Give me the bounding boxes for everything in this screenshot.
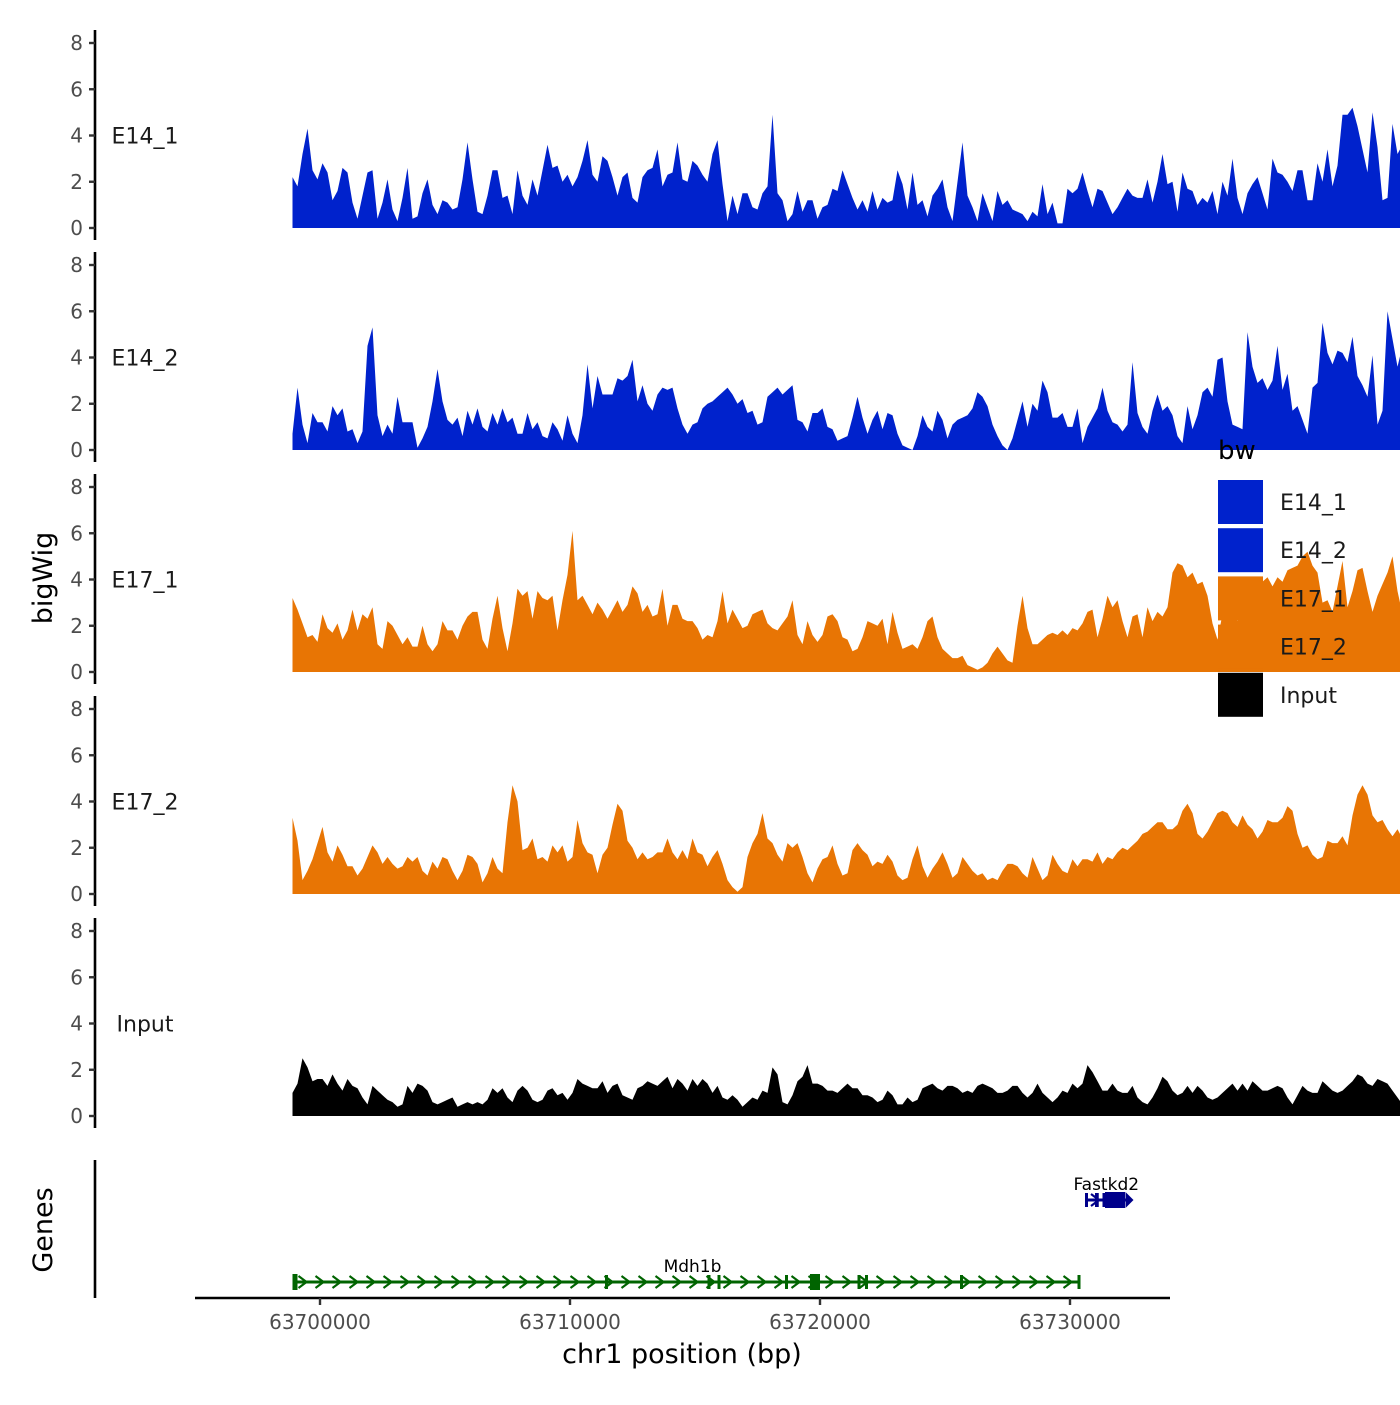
gene-exon bbox=[858, 1275, 861, 1289]
y-tick-label: 6 bbox=[70, 965, 83, 989]
y-tick-label: 6 bbox=[70, 299, 83, 323]
track-label-Input: Input bbox=[117, 1013, 174, 1038]
y-tick-label: 2 bbox=[70, 836, 83, 860]
gene-exon bbox=[718, 1275, 721, 1289]
track-E14_1: 0 2 4 6 8 E14_1 bbox=[70, 30, 1400, 240]
gene-exon bbox=[293, 1274, 298, 1290]
track-E17_1: 0 2 4 6 8 E17_1 bbox=[70, 474, 1400, 684]
gene-exon bbox=[708, 1275, 711, 1289]
gene-exon bbox=[1078, 1275, 1081, 1289]
y-tick-label: 4 bbox=[70, 124, 83, 148]
y-tick-label: 4 bbox=[70, 1012, 83, 1036]
genes-panel-title: Genes bbox=[28, 1187, 59, 1272]
track-label-E14_1: E14_1 bbox=[112, 125, 179, 150]
track-E14_2: 0 2 4 6 8 E14_2 bbox=[70, 252, 1400, 462]
legend-label: Input bbox=[1280, 684, 1337, 709]
y-tick-label: 2 bbox=[70, 614, 83, 638]
y-tick-label: 8 bbox=[70, 253, 83, 277]
coverage-area-E14_1 bbox=[293, 41, 1400, 228]
y-tick-label: 4 bbox=[70, 346, 83, 370]
legend-label: E14_2 bbox=[1280, 539, 1347, 564]
y-tick-label: 2 bbox=[70, 170, 83, 194]
y-tick-label: 8 bbox=[70, 697, 83, 721]
y-tick-label: 8 bbox=[70, 919, 83, 943]
y-tick-label: 4 bbox=[70, 568, 83, 592]
x-tick-label: 63700000 bbox=[269, 1310, 371, 1334]
gene-exon bbox=[960, 1275, 963, 1289]
y-tick-label: 0 bbox=[70, 216, 83, 240]
legend-swatch bbox=[1218, 673, 1263, 717]
track-Input: 0 2 4 6 8 Input bbox=[70, 918, 1400, 1128]
tracks-layer: 0 2 4 6 8 E14_1 0 2 4 6 8 E14_2 0 2 4 6 8 E17_1 0 2 4 6 8 E17_2… bbox=[70, 30, 1400, 1128]
y-tick-label: 0 bbox=[70, 1104, 83, 1128]
coverage-area-E17_2 bbox=[293, 734, 1400, 894]
legend-items: E14_1 E14_2 E17_1 E17_2 Input bbox=[1218, 480, 1347, 717]
gene-exon bbox=[865, 1275, 868, 1289]
y-tick-label: 6 bbox=[70, 77, 83, 101]
legend-swatch bbox=[1218, 528, 1263, 572]
y-tick-label: 2 bbox=[70, 1058, 83, 1082]
y-tick-label: 6 bbox=[70, 743, 83, 767]
y-tick-label: 8 bbox=[70, 31, 83, 55]
gene-exon bbox=[1095, 1193, 1099, 1207]
legend-label: E17_2 bbox=[1280, 636, 1347, 661]
gene-Fastkd2: Fastkd2 bbox=[1073, 1175, 1139, 1208]
coverage-area-Input bbox=[293, 1058, 1400, 1116]
y-tick-label: 0 bbox=[70, 882, 83, 906]
track-label-E14_2: E14_2 bbox=[112, 347, 179, 372]
track-label-E17_2: E17_2 bbox=[112, 791, 179, 816]
y-axis-title: bigWig bbox=[28, 532, 59, 625]
y-tick-label: 0 bbox=[70, 660, 83, 684]
coverage-area-E14_2 bbox=[293, 288, 1400, 450]
gene-Mdh1b: Mdh1b bbox=[293, 1257, 1081, 1290]
gene-label-Fastkd2: Fastkd2 bbox=[1073, 1175, 1139, 1195]
y-tick-label: 4 bbox=[70, 790, 83, 814]
legend-label: E17_1 bbox=[1280, 587, 1347, 612]
y-tick-label: 8 bbox=[70, 475, 83, 499]
legend-swatch bbox=[1218, 625, 1263, 669]
legend: bw E14_1 E14_2 E17_1 E17_2 Input bbox=[1218, 436, 1347, 717]
gene-label-Mdh1b: Mdh1b bbox=[664, 1257, 722, 1277]
x-tick-label: 63730000 bbox=[1019, 1310, 1121, 1334]
track-label-E17_1: E17_1 bbox=[112, 569, 179, 594]
legend-item-Input: Input bbox=[1218, 673, 1337, 717]
legend-item-E14_2: E14_2 bbox=[1218, 528, 1347, 572]
y-tick-label: 0 bbox=[70, 438, 83, 462]
gene-exon bbox=[785, 1275, 788, 1289]
x-tick-label: 63720000 bbox=[769, 1310, 871, 1334]
legend-title: bw bbox=[1218, 436, 1256, 466]
legend-swatch bbox=[1218, 480, 1263, 524]
x-tick-label: 63710000 bbox=[519, 1310, 621, 1334]
legend-label: E14_1 bbox=[1280, 491, 1347, 516]
y-tick-label: 6 bbox=[70, 521, 83, 545]
genes-panel: 63700000 63710000 63720000 63730000 Fastkd2 M… bbox=[95, 1160, 1170, 1334]
legend-item-E14_1: E14_1 bbox=[1218, 480, 1347, 524]
x-axis-title: chr1 position (bp) bbox=[562, 1339, 802, 1370]
y-tick-label: 2 bbox=[70, 392, 83, 416]
gene-exon bbox=[605, 1275, 608, 1289]
gene-exon bbox=[810, 1274, 820, 1290]
gene-exon bbox=[1085, 1193, 1088, 1207]
track-E17_2: 0 2 4 6 8 E17_2 bbox=[70, 696, 1400, 906]
legend-swatch bbox=[1218, 576, 1263, 620]
